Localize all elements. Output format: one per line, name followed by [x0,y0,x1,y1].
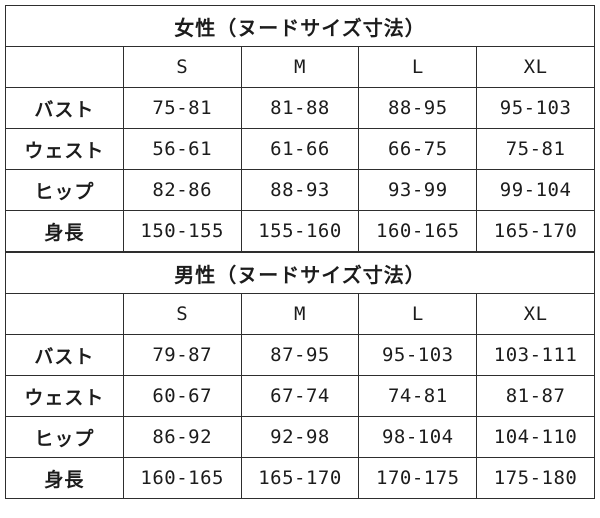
col-header-m: M [240,46,360,88]
table-row-hip: ヒップ 86-92 92-98 98-104 104-110 [5,416,595,458]
women-size-table: 女性（ヌードサイズ寸法） S M L XL バスト 75-81 81-88 88… [5,5,595,252]
size-value-cell: 60-67 [122,375,242,417]
size-value-cell: 103-111 [476,334,595,376]
size-chart: 女性（ヌードサイズ寸法） S M L XL バスト 75-81 81-88 88… [5,5,595,499]
size-value-cell: 165-170 [240,457,360,499]
size-value-cell: 155-160 [240,210,360,252]
size-value-cell: 75-81 [122,87,242,129]
size-value-cell: 175-180 [476,457,595,499]
size-value-cell: 165-170 [476,210,595,252]
table-row-height: 身長 150-155 155-160 160-165 165-170 [5,210,595,252]
women-table-title: 女性（ヌードサイズ寸法） [5,5,595,47]
size-value-cell: 61-66 [240,128,360,170]
size-value-cell: 74-81 [358,375,478,417]
column-header-row: S M L XL [5,46,595,88]
table-row-height: 身長 160-165 165-170 170-175 175-180 [5,457,595,499]
size-value-cell: 87-95 [240,334,360,376]
size-value-cell: 88-93 [240,169,360,211]
col-header-s: S [122,46,242,88]
size-value-cell: 93-99 [358,169,478,211]
row-label-bust: バスト [5,334,124,376]
size-value-cell: 81-88 [240,87,360,129]
size-value-cell: 170-175 [358,457,478,499]
size-value-cell: 160-165 [358,210,478,252]
corner-cell [5,293,124,335]
men-table-title: 男性（ヌードサイズ寸法） [5,252,595,294]
row-label-waist: ウェスト [5,128,124,170]
table-title-row: 男性（ヌードサイズ寸法） [5,252,595,294]
size-value-cell: 88-95 [358,87,478,129]
row-label-height: 身長 [5,457,124,499]
size-value-cell: 81-87 [476,375,595,417]
row-label-waist: ウェスト [5,375,124,417]
men-size-table: 男性（ヌードサイズ寸法） S M L XL バスト 79-87 87-95 95… [5,252,595,499]
size-value-cell: 86-92 [122,416,242,458]
size-value-cell: 150-155 [122,210,242,252]
col-header-xl: XL [476,293,595,335]
size-value-cell: 104-110 [476,416,595,458]
size-value-cell: 82-86 [122,169,242,211]
table-row-waist: ウェスト 60-67 67-74 74-81 81-87 [5,375,595,417]
size-value-cell: 66-75 [358,128,478,170]
table-row-bust: バスト 79-87 87-95 95-103 103-111 [5,334,595,376]
size-value-cell: 56-61 [122,128,242,170]
table-row-hip: ヒップ 82-86 88-93 93-99 99-104 [5,169,595,211]
col-header-m: M [240,293,360,335]
size-value-cell: 92-98 [240,416,360,458]
size-value-cell: 99-104 [476,169,595,211]
size-value-cell: 160-165 [122,457,242,499]
col-header-l: L [358,46,478,88]
table-row-waist: ウェスト 56-61 61-66 66-75 75-81 [5,128,595,170]
row-label-bust: バスト [5,87,124,129]
size-value-cell: 95-103 [358,334,478,376]
column-header-row: S M L XL [5,293,595,335]
row-label-hip: ヒップ [5,416,124,458]
row-label-hip: ヒップ [5,169,124,211]
table-title-row: 女性（ヌードサイズ寸法） [5,5,595,47]
col-header-xl: XL [476,46,595,88]
col-header-s: S [122,293,242,335]
size-value-cell: 75-81 [476,128,595,170]
size-value-cell: 67-74 [240,375,360,417]
size-value-cell: 79-87 [122,334,242,376]
corner-cell [5,46,124,88]
row-label-height: 身長 [5,210,124,252]
table-row-bust: バスト 75-81 81-88 88-95 95-103 [5,87,595,129]
col-header-l: L [358,293,478,335]
size-value-cell: 95-103 [476,87,595,129]
size-value-cell: 98-104 [358,416,478,458]
